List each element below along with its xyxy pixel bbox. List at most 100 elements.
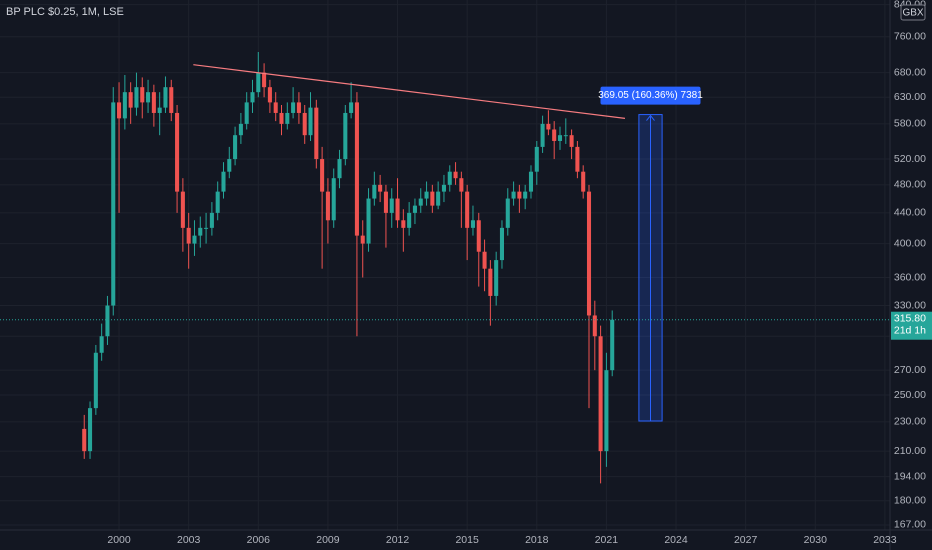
- candle-body: [250, 92, 255, 103]
- labels: 840.00760.00680.00630.00580.00520.00480.…: [107, 0, 932, 546]
- candle-body: [528, 171, 534, 192]
- candle-body: [349, 102, 354, 113]
- marks: [0, 51, 890, 484]
- x-tick-label: 2006: [247, 534, 271, 546]
- chart-title: BP PLC $0.25, 1M, LSE: [6, 6, 124, 18]
- candle-body: [331, 178, 336, 221]
- candle-body: [163, 87, 168, 108]
- y-tick-label: 167.00: [894, 519, 926, 531]
- candle-body: [82, 428, 87, 452]
- candle-body: [337, 159, 342, 179]
- y-tick-label: 630.00: [894, 91, 926, 103]
- candle-body: [279, 112, 284, 124]
- y-tick-label: 580.00: [894, 118, 926, 130]
- candle-body: [111, 102, 116, 306]
- x-tick-label: 2000: [107, 534, 131, 546]
- candle-body: [604, 370, 609, 452]
- candle-body: [592, 315, 597, 337]
- candle-body: [122, 92, 127, 119]
- candle-body: [407, 212, 412, 228]
- candle-body: [569, 135, 574, 147]
- candle-body: [140, 87, 145, 103]
- candle-body: [499, 227, 505, 261]
- x-tick-label: 2012: [386, 534, 410, 546]
- y-tick-label: 230.00: [894, 416, 926, 428]
- candle-body: [476, 220, 481, 252]
- candle-body: [418, 198, 423, 206]
- candle-body: [557, 135, 563, 141]
- y-tick-label: 760.00: [894, 31, 926, 43]
- candle-body: [180, 191, 185, 228]
- candle-body: [586, 191, 592, 316]
- range-label: 369.05 (160.36%) 7381: [598, 90, 703, 101]
- candle-body: [610, 319, 615, 371]
- x-tick-label: 2021: [595, 534, 619, 546]
- candle-body: [534, 146, 539, 172]
- x-tick-label: 2033: [873, 534, 897, 546]
- candle-body: [233, 135, 238, 160]
- candle-body: [598, 336, 603, 452]
- candle-body: [453, 171, 458, 179]
- candle-body: [244, 102, 249, 124]
- y-tick-label: 270.00: [894, 364, 926, 376]
- x-tick-label: 2015: [455, 534, 479, 546]
- candle-body: [540, 123, 545, 147]
- candle-body: [383, 191, 388, 213]
- candle-body: [325, 191, 330, 221]
- candle-body: [523, 191, 528, 199]
- y-tick-label: 440.00: [894, 207, 926, 219]
- y-tick-label: 680.00: [894, 66, 926, 78]
- candle-body: [146, 92, 151, 103]
- x-tick-label: 2003: [177, 534, 201, 546]
- candle-body: [238, 123, 243, 136]
- candle-body: [320, 159, 325, 192]
- candle-body: [343, 112, 348, 160]
- x-tick-label: 2027: [734, 534, 758, 546]
- candle-body: [204, 227, 209, 229]
- candle-body: [424, 191, 429, 199]
- candle-body: [256, 72, 261, 93]
- candle-body: [494, 260, 499, 296]
- x-tick-label: 2018: [525, 534, 549, 546]
- y-tick-label: 250.00: [894, 389, 926, 401]
- candle-body: [198, 227, 203, 236]
- candle-body: [436, 191, 441, 206]
- y-tick-label: 210.00: [894, 445, 926, 457]
- candle-body: [157, 107, 162, 113]
- x-tick-label: 2009: [316, 534, 340, 546]
- candle-body: [262, 72, 267, 88]
- candle-body: [581, 171, 586, 192]
- candle-body: [192, 235, 197, 244]
- candle-body: [209, 212, 214, 228]
- price-label: 315.80: [894, 312, 926, 324]
- y-tick-label: 180.00: [894, 495, 926, 507]
- candle-body: [169, 87, 174, 113]
- candle-body: [372, 184, 377, 199]
- candle-body: [151, 92, 156, 113]
- candle-body: [378, 184, 383, 192]
- candle-body: [186, 227, 191, 244]
- candle-body: [134, 87, 139, 108]
- x-tick-label: 2030: [804, 534, 828, 546]
- candle-body: [488, 268, 493, 296]
- candle-body: [285, 112, 290, 124]
- candle-body: [99, 336, 104, 353]
- y-tick-label: 480.00: [894, 179, 926, 191]
- currency-box[interactable]: [900, 4, 926, 21]
- candle-body: [360, 235, 365, 244]
- candle-body: [459, 178, 464, 192]
- y-tick-label: 330.00: [894, 299, 926, 311]
- candle-body: [105, 305, 110, 337]
- y-tick-label: 360.00: [894, 271, 926, 283]
- candle-body: [447, 171, 452, 185]
- trendline: [193, 64, 626, 119]
- candle-body: [482, 251, 487, 269]
- candle-body: [505, 198, 510, 228]
- candle-body: [465, 191, 470, 228]
- candle-body: [175, 112, 180, 192]
- candle-body: [296, 102, 301, 113]
- candle-body: [308, 107, 313, 136]
- currency: GBX: [902, 8, 923, 19]
